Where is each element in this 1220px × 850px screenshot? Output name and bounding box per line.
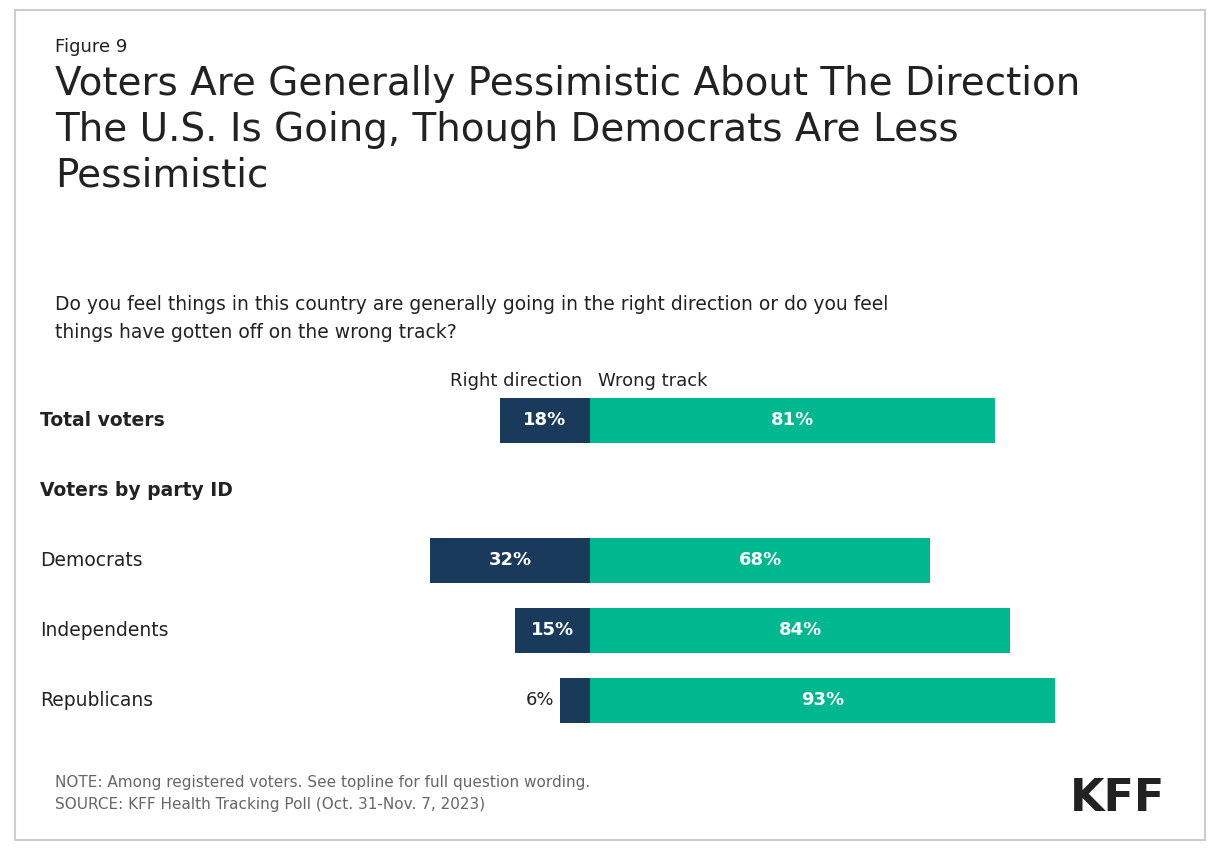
Bar (590, 608, 1010, 653)
Text: 32%: 32% (488, 551, 532, 569)
Text: KFF: KFF (1070, 777, 1165, 820)
Text: Do you feel things in this country are generally going in the right direction or: Do you feel things in this country are g… (55, 295, 888, 342)
Bar (560, 677, 590, 722)
Text: SOURCE: KFF Health Tracking Poll (Oct. 31-Nov. 7, 2023): SOURCE: KFF Health Tracking Poll (Oct. 3… (55, 797, 486, 812)
Text: NOTE: Among registered voters. See topline for full question wording.: NOTE: Among registered voters. See topli… (55, 775, 590, 790)
Text: 68%: 68% (738, 551, 782, 569)
Text: Democrats: Democrats (40, 551, 143, 570)
Text: 15%: 15% (531, 621, 575, 639)
Text: Wrong track: Wrong track (598, 372, 708, 390)
Text: Total voters: Total voters (40, 411, 165, 429)
Text: 18%: 18% (523, 411, 566, 429)
Text: Voters by party ID: Voters by party ID (40, 480, 233, 500)
Text: 81%: 81% (771, 411, 814, 429)
Bar (500, 398, 590, 443)
Bar (515, 608, 590, 653)
Bar (590, 537, 930, 582)
Bar (590, 398, 996, 443)
Text: Figure 9: Figure 9 (55, 38, 127, 56)
Text: Voters Are Generally Pessimistic About The Direction
The U.S. Is Going, Though D: Voters Are Generally Pessimistic About T… (55, 65, 1080, 194)
Text: 6%: 6% (526, 691, 554, 709)
Text: Right direction: Right direction (450, 372, 582, 390)
Text: 84%: 84% (778, 621, 821, 639)
Bar (590, 677, 1055, 722)
Bar (429, 537, 590, 582)
Text: Independents: Independents (40, 620, 168, 639)
Text: 93%: 93% (802, 691, 844, 709)
Text: Republicans: Republicans (40, 690, 154, 710)
